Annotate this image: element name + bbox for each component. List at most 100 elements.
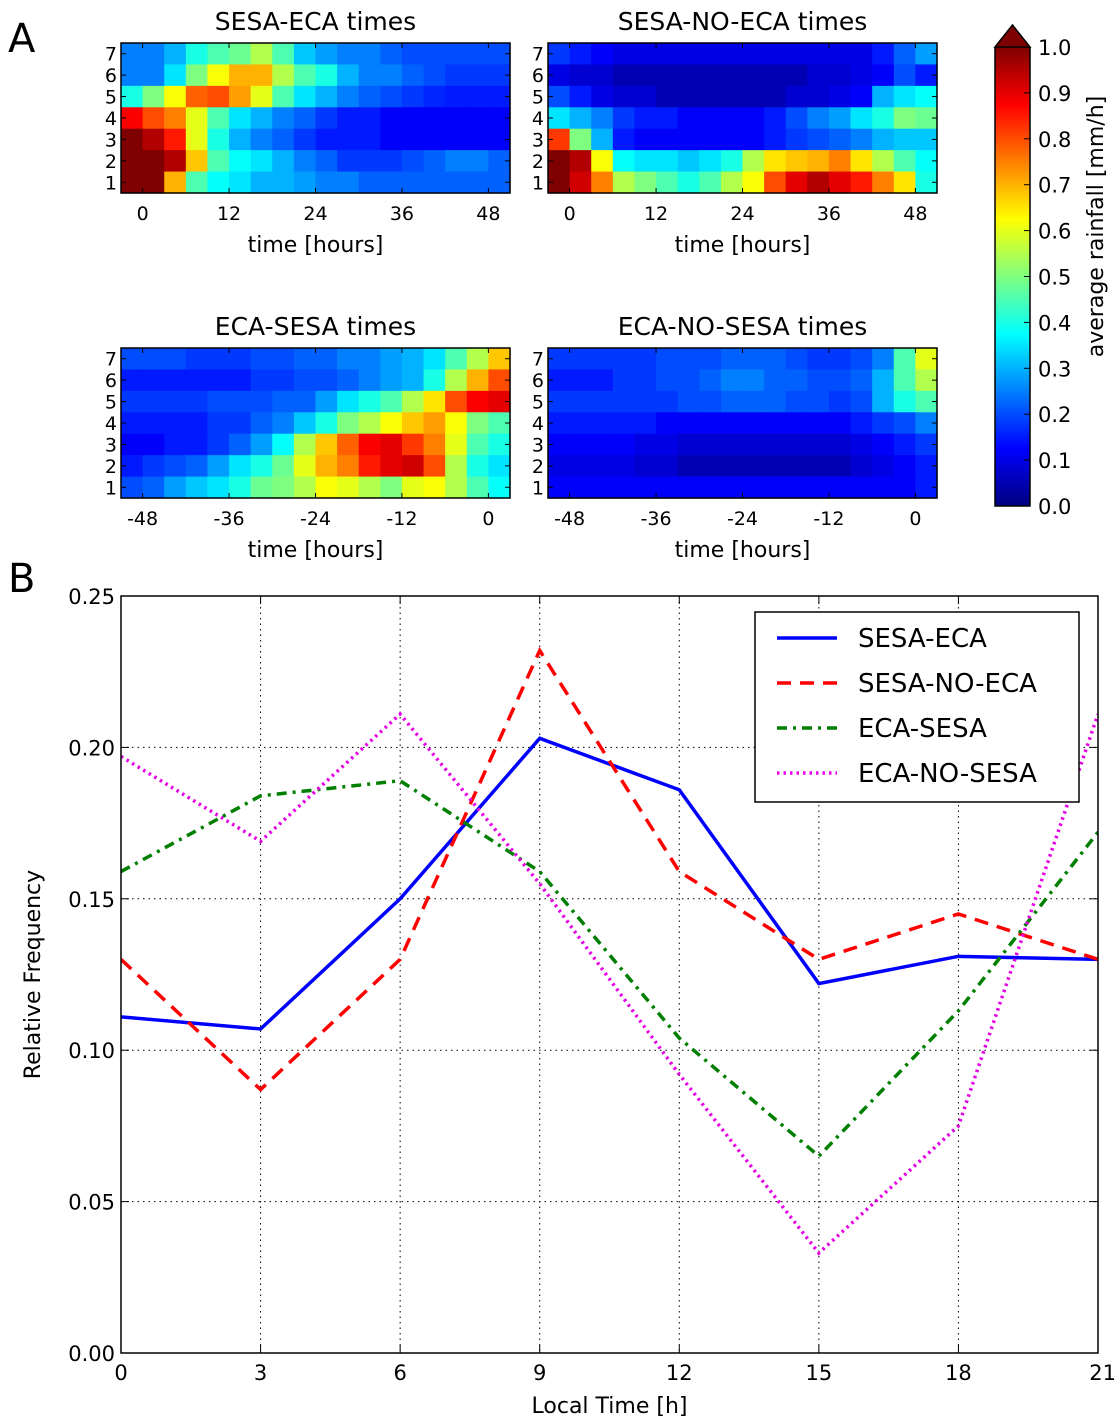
heatmap-cell: [764, 150, 787, 173]
heatmap-cell: [764, 476, 787, 499]
heatmap-cell: [850, 412, 873, 435]
heatmap-cell: [466, 128, 489, 151]
heatmap-cell: [488, 433, 511, 456]
heatmap-cell: [121, 476, 144, 499]
x-tick-label: 48: [903, 203, 927, 225]
heatmap-cell: [699, 171, 722, 194]
heatmap-cell: [164, 150, 187, 173]
heatmap-cell: [466, 150, 489, 173]
heatmap-cell: [591, 348, 614, 371]
heatmap-cell: [466, 85, 489, 108]
y-tick-label: 0.05: [68, 1191, 115, 1215]
x-tick-label: 0: [482, 508, 494, 530]
heatmap-cell: [229, 43, 252, 66]
heatmap-cell: [337, 150, 360, 173]
heatmap-cell: [612, 476, 636, 499]
heatmap-cell: [569, 150, 592, 173]
heatmap-cell: [699, 455, 722, 478]
heatmap-cell: [764, 455, 787, 478]
heatmap-cell: [872, 476, 895, 499]
heatmap-cell: [466, 390, 489, 413]
heatmap-cell: [121, 171, 144, 194]
x-tick-label: -36: [641, 508, 672, 530]
heatmap-cell: [337, 64, 360, 87]
y-tick-label: 7: [532, 349, 544, 371]
heatmap-cell: [872, 171, 895, 194]
heatmap-cell: [207, 85, 230, 108]
heatmap-cell: [591, 107, 614, 130]
heatmap-cell: [229, 128, 252, 151]
heatmap-cell: [207, 412, 230, 435]
heatmap-cell: [807, 369, 830, 392]
heatmap-cell: [142, 64, 165, 87]
heatmap-cell: [785, 412, 808, 435]
heatmap-cell: [229, 369, 252, 392]
heatmap-cell: [185, 476, 209, 499]
heatmap-cell: [764, 369, 787, 392]
heatmap-cell: [488, 150, 511, 173]
heatmap-cell: [764, 390, 787, 413]
heatmap-cell: [337, 412, 360, 435]
heatmap-cell: [423, 43, 446, 66]
y-tick-label: 4: [532, 413, 544, 435]
x-tick-label: 36: [390, 203, 414, 225]
heatmap-cell: [720, 107, 744, 130]
heatmap-cell: [548, 43, 571, 66]
heatmap-cell: [466, 369, 489, 392]
heatmap-cell: [142, 85, 165, 108]
y-tick-label: 6: [532, 65, 544, 87]
heatmap-cell: [358, 348, 381, 371]
heatmap-cell: [591, 43, 614, 66]
heatmap-cell: [445, 43, 468, 66]
heatmap-cell: [315, 455, 338, 478]
x-axis-label: time [hours]: [675, 538, 811, 563]
y-tick-label: 5: [105, 87, 117, 109]
heatmap-cell: [591, 455, 614, 478]
heatmap-cell: [272, 369, 295, 392]
heatmap-cell: [634, 85, 657, 108]
colorbar: 0.0 0.1 0.2 0.3 0.4 0.5 0.6 0.7 0.8 0.9 1.0 average…: [993, 23, 1109, 519]
heatmap-cell: [164, 348, 187, 371]
heatmap-cell: [742, 64, 765, 87]
heatmap-cell: [423, 150, 446, 173]
heatmap-cell: [915, 476, 938, 499]
heatmap-cell: [893, 412, 916, 435]
heatmap-cell: [548, 64, 571, 87]
x-tick-label: 9: [533, 1361, 546, 1385]
heatmap-cell: [380, 412, 403, 435]
x-tick-label: -24: [300, 508, 331, 530]
heatmap-cell: [742, 43, 765, 66]
heatmap-cell: [229, 85, 252, 108]
heatmap-cell: [315, 150, 338, 173]
heatmap-cell: [488, 476, 511, 499]
heatmap-cell: [656, 107, 679, 130]
heatmap-cell: [656, 128, 679, 151]
heatmap-cell: [893, 476, 916, 499]
heatmap-cell: [569, 390, 592, 413]
y-tick-label: 6: [532, 370, 544, 392]
heatmap-cell: [677, 433, 700, 456]
heatmap-cell: [358, 412, 381, 435]
heatmap-cell: [699, 64, 722, 87]
heatmap-cell: [337, 128, 360, 151]
x-tick-label: 48: [476, 203, 500, 225]
heatmap-cell: [185, 455, 209, 478]
heatmap-cell: [358, 85, 381, 108]
heatmap-cell: [872, 43, 895, 66]
x-tick-label: 36: [817, 203, 841, 225]
y-tick-label: 0.25: [68, 585, 115, 609]
heatmap-cell: [785, 369, 808, 392]
x-tick-label: 24: [730, 203, 754, 225]
heatmap-cell: [445, 85, 468, 108]
x-tick-label: 0: [909, 508, 921, 530]
heatmap-cell: [699, 390, 722, 413]
heatmap-cell: [142, 433, 165, 456]
heatmap-cell: [591, 85, 614, 108]
heatmap-cell: [207, 476, 230, 499]
heatmap-cell: [612, 369, 636, 392]
x-tick-label: 0: [137, 203, 149, 225]
heatmap-cell: [548, 390, 571, 413]
x-tick-label: 12: [217, 203, 241, 225]
x-tick-label: 6: [393, 1361, 406, 1385]
y-tick-label: 4: [105, 413, 117, 435]
